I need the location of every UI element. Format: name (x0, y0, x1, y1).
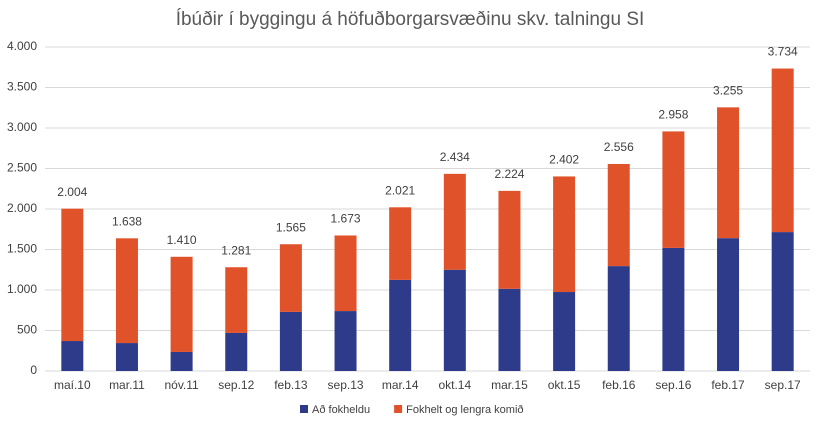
bar-segment (170, 256, 193, 352)
x-tick-label: sep.13 (328, 378, 364, 392)
bar-segment (662, 247, 685, 371)
total-label: 1.565 (276, 220, 306, 234)
total-label: 1.410 (167, 233, 197, 247)
bar-segment (717, 238, 740, 371)
bar-segment (443, 173, 466, 270)
bar-segment (334, 311, 357, 371)
bar-segment (115, 238, 138, 344)
x-tick-label: maí.10 (54, 378, 91, 392)
y-tick-label: 4.000 (7, 39, 37, 53)
bar-segment (389, 279, 412, 371)
y-tick-label: 2.000 (7, 201, 37, 215)
total-label: 1.281 (221, 243, 251, 257)
bar-segment (771, 232, 794, 371)
bar-segment (334, 235, 357, 312)
total-label: 2.556 (604, 140, 634, 154)
y-tick-label: 500 (17, 323, 37, 337)
chart-title: Íbúðir í byggingu á höfuðborgarsvæðinu s… (176, 9, 645, 30)
x-tick-label: sep.12 (218, 378, 254, 392)
bar-segment (443, 269, 466, 371)
total-label: 2.224 (494, 167, 524, 181)
bar-segment (225, 332, 248, 371)
bar-segment (498, 190, 521, 289)
bar-segment (225, 267, 248, 333)
total-label: 1.673 (331, 212, 361, 226)
bar-segment (61, 208, 84, 342)
bar-segment (61, 341, 84, 371)
total-label: 3.255 (713, 84, 743, 98)
total-label: 3.734 (768, 45, 798, 59)
bar-segment (389, 207, 412, 280)
total-label: 2.021 (385, 183, 415, 197)
y-tick-label: 1.000 (7, 282, 37, 296)
bar-segment (662, 131, 685, 248)
x-tick-label: okt.15 (548, 378, 581, 392)
legend-swatch (300, 405, 308, 413)
total-label: 2.434 (440, 150, 470, 164)
y-tick-label: 3.500 (7, 80, 37, 94)
x-tick-label: sep.17 (765, 378, 801, 392)
x-tick-label: feb.13 (274, 378, 308, 392)
legend-label: Að fokheldu (312, 404, 370, 416)
y-tick-label: 2.500 (7, 161, 37, 175)
bar-segment (279, 311, 302, 371)
bar-segment (607, 266, 630, 371)
bar-segment (279, 244, 302, 312)
x-tick-label: nóv.11 (164, 378, 199, 392)
total-label: 2.004 (57, 185, 87, 199)
y-tick-label: 1.500 (7, 242, 37, 256)
legend-swatch (394, 405, 403, 413)
legend-label: Fokhelt og lengra komið (406, 404, 523, 416)
bar-segment (607, 163, 630, 267)
total-label: 2.402 (549, 153, 579, 167)
y-tick-label: 3.000 (7, 120, 37, 134)
total-label: 1.638 (112, 214, 142, 228)
x-tick-label: mar.11 (109, 378, 145, 392)
bar-segment (553, 292, 576, 371)
total-label: 2.958 (658, 108, 688, 122)
y-tick-label: 0 (30, 363, 37, 377)
x-tick-label: feb.16 (602, 378, 636, 392)
x-tick-label: mar.14 (382, 378, 419, 392)
x-tick-label: sep.16 (655, 378, 691, 392)
x-tick-label: mar.15 (491, 378, 528, 392)
bar-segment (115, 343, 138, 371)
bar-segment (771, 68, 794, 233)
bar-segment (498, 288, 521, 371)
bar-segment (717, 107, 740, 239)
bar-segment (170, 351, 193, 371)
bar-segment (553, 176, 576, 293)
x-tick-label: feb.17 (711, 378, 745, 392)
x-tick-label: okt.14 (438, 378, 471, 392)
